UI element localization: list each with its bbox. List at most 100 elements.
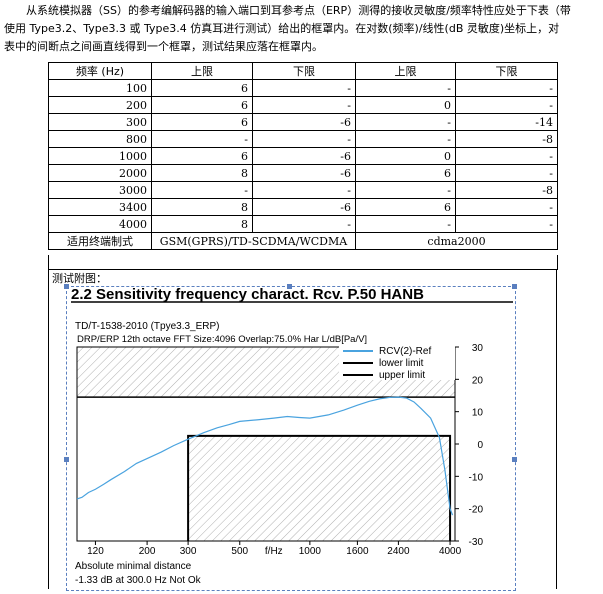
- table-row: 100 6- - -: [48, 79, 558, 97]
- chart-footnote-1: Absolute minimal distance: [75, 561, 192, 572]
- y-tick-label: 10: [472, 408, 484, 419]
- figure-border-left: [48, 270, 49, 589]
- cell-frequency: 4000: [48, 215, 152, 233]
- cell-limit: -: [252, 130, 356, 148]
- table-row: 3400 8 -6 6-: [48, 198, 558, 216]
- cell-limit: 8: [151, 215, 253, 233]
- chart-title: 2.2 Sensitivity frequency charact. Rcv. …: [71, 287, 424, 303]
- resize-handle-top-right[interactable]: [512, 284, 517, 289]
- header-lower-2: 下限: [455, 62, 558, 80]
- resize-handle-middle-left[interactable]: [64, 457, 69, 462]
- chart-footnote-2: -1.33 dB at 300.0 Hz Not Ok: [75, 575, 202, 586]
- intro-line-1: 从系统模拟器（SS）的参考编解码器的输入端口到耳参考点（ERP）测得的接收灵敏度…: [26, 4, 571, 17]
- y-tick-label: 0: [477, 440, 483, 451]
- cell-limit: -6: [252, 147, 356, 165]
- header-upper-1: 上限: [151, 62, 253, 80]
- chart-frame[interactable]: 2.2 Sensitivity frequency charact. Rcv. …: [64, 284, 517, 591]
- legend-label: lower limit: [379, 358, 424, 369]
- cell-limit: -: [455, 147, 558, 165]
- table-row: 1000 6 -6 0-: [48, 147, 558, 165]
- lower-limit-line: [187, 434, 452, 541]
- cell-limit: -: [355, 181, 456, 199]
- cell-limit: -8: [455, 181, 558, 199]
- cell-limit: -: [252, 96, 356, 114]
- legend-label: RCV(2)-Ref: [379, 346, 431, 357]
- cell-limit: 8: [151, 164, 253, 182]
- table-row: 800- - - -8: [48, 130, 558, 148]
- intro-paragraph: 从系统模拟器（SS）的参考编解码器的输入端口到耳参考点（ERP）测得的接收灵敏度…: [4, 2, 599, 56]
- x-tick-label: 2400: [387, 546, 410, 557]
- limits-table: 频率 (Hz) 上限 下限 上限 下限 100 6- - -200 6-0-300 6 -6…: [48, 62, 558, 250]
- cell-limit: 6: [151, 113, 253, 131]
- table-row: 4000 8- - -: [48, 215, 558, 233]
- cell-limit: -6: [252, 198, 356, 216]
- x-tick-label: 1600: [346, 546, 369, 557]
- x-tick-label: 500: [231, 546, 248, 557]
- plot-area: 30 20 10 0 -10 -20 -30 120 200 300 500 1000 1600 2400…: [76, 343, 484, 557]
- x-axis-label: f/Hz: [265, 546, 283, 557]
- cell-limit: 6: [151, 147, 253, 165]
- resize-handle-top-left[interactable]: [64, 284, 69, 289]
- intro-line-2: 使用 Type3.2、Type3.3 或 Type3.4 仿真耳进行测试）给出的…: [4, 22, 560, 35]
- chart-svg: 2.2 Sensitivity frequency charact. Rcv. …: [71, 286, 513, 586]
- figure-border-right: [556, 270, 557, 589]
- cell-limit: -: [455, 215, 558, 233]
- header-upper-2: 上限: [355, 62, 456, 80]
- header-frequency: 频率 (Hz): [48, 62, 152, 80]
- table-footer-row: 适用终端制式 GSM(GPRS)/TD-SCDMA/WCDMA cdma2000: [48, 232, 558, 250]
- cell-limit: 6: [151, 79, 253, 97]
- cell-limit: -: [355, 79, 456, 97]
- resize-handle-top-middle[interactable]: [287, 284, 292, 289]
- cell-frequency: 800: [48, 130, 152, 148]
- resize-handle-middle-right[interactable]: [512, 457, 517, 462]
- figure-caption: 测试附图：: [52, 272, 107, 285]
- cell-frequency: 200: [48, 96, 152, 114]
- cell-limit: -: [455, 79, 558, 97]
- cell-limit: -: [455, 96, 558, 114]
- cell-limit: -6: [252, 164, 356, 182]
- table-row: 300 6 -6- -14: [48, 113, 558, 131]
- table-row: 3000- - - -8: [48, 181, 558, 199]
- blank-table-row: [48, 255, 558, 270]
- cell-limit: -: [151, 130, 253, 148]
- cell-limit: -: [355, 215, 456, 233]
- y-tick-label: 20: [472, 375, 484, 386]
- y-tick-label: -10: [469, 472, 484, 483]
- footer-cdma: cdma2000: [355, 232, 558, 250]
- y-tick-label: -20: [469, 505, 484, 516]
- cell-limit: -8: [455, 130, 558, 148]
- cell-limit: 8: [151, 198, 253, 216]
- y-tick-label: 30: [472, 343, 484, 354]
- cell-frequency: 3000: [48, 181, 152, 199]
- cell-limit: -: [455, 164, 558, 182]
- cell-limit: -: [355, 130, 456, 148]
- x-tick-label: 1000: [299, 546, 322, 557]
- intro-line-3: 表中的间断点之间画直线得到一个框罩，测试结果应落在框罩内。: [4, 40, 323, 53]
- x-tick-label: 300: [180, 546, 197, 557]
- cell-limit: -: [355, 113, 456, 131]
- cell-limit: 0: [355, 96, 456, 114]
- y-tick-label: -30: [469, 537, 484, 548]
- table-row: 200 6-0-: [48, 96, 558, 114]
- measured-curve-line: [76, 396, 454, 516]
- cell-limit: -: [455, 198, 558, 216]
- cell-limit: 0: [355, 147, 456, 165]
- cell-limit: -6: [252, 113, 356, 131]
- chart-subtitle-2: DRP/ERP 12th octave FFT Size:4096 Overla…: [77, 334, 367, 345]
- x-tick-label: 4000: [439, 546, 462, 557]
- cell-frequency: 300: [48, 113, 152, 131]
- cell-frequency: 1000: [48, 147, 152, 165]
- x-tick-label: 120: [87, 546, 104, 557]
- legend-label: upper limit: [379, 370, 425, 381]
- cell-frequency: 100: [48, 79, 152, 97]
- cell-limit: -: [151, 181, 253, 199]
- cell-limit: -: [252, 79, 356, 97]
- table-row: 2000 8 -6 6-: [48, 164, 558, 182]
- cell-limit: 6: [355, 164, 456, 182]
- cell-frequency: 2000: [48, 164, 152, 182]
- header-lower-1: 下限: [252, 62, 356, 80]
- footer-gsm: GSM(GPRS)/TD-SCDMA/WCDMA: [151, 232, 356, 250]
- footer-label: 适用终端制式: [48, 232, 152, 250]
- chart-subtitle-1: TD/T-1538-2010 (Tpye3.3_ERP): [75, 321, 220, 332]
- cell-limit: 6: [355, 198, 456, 216]
